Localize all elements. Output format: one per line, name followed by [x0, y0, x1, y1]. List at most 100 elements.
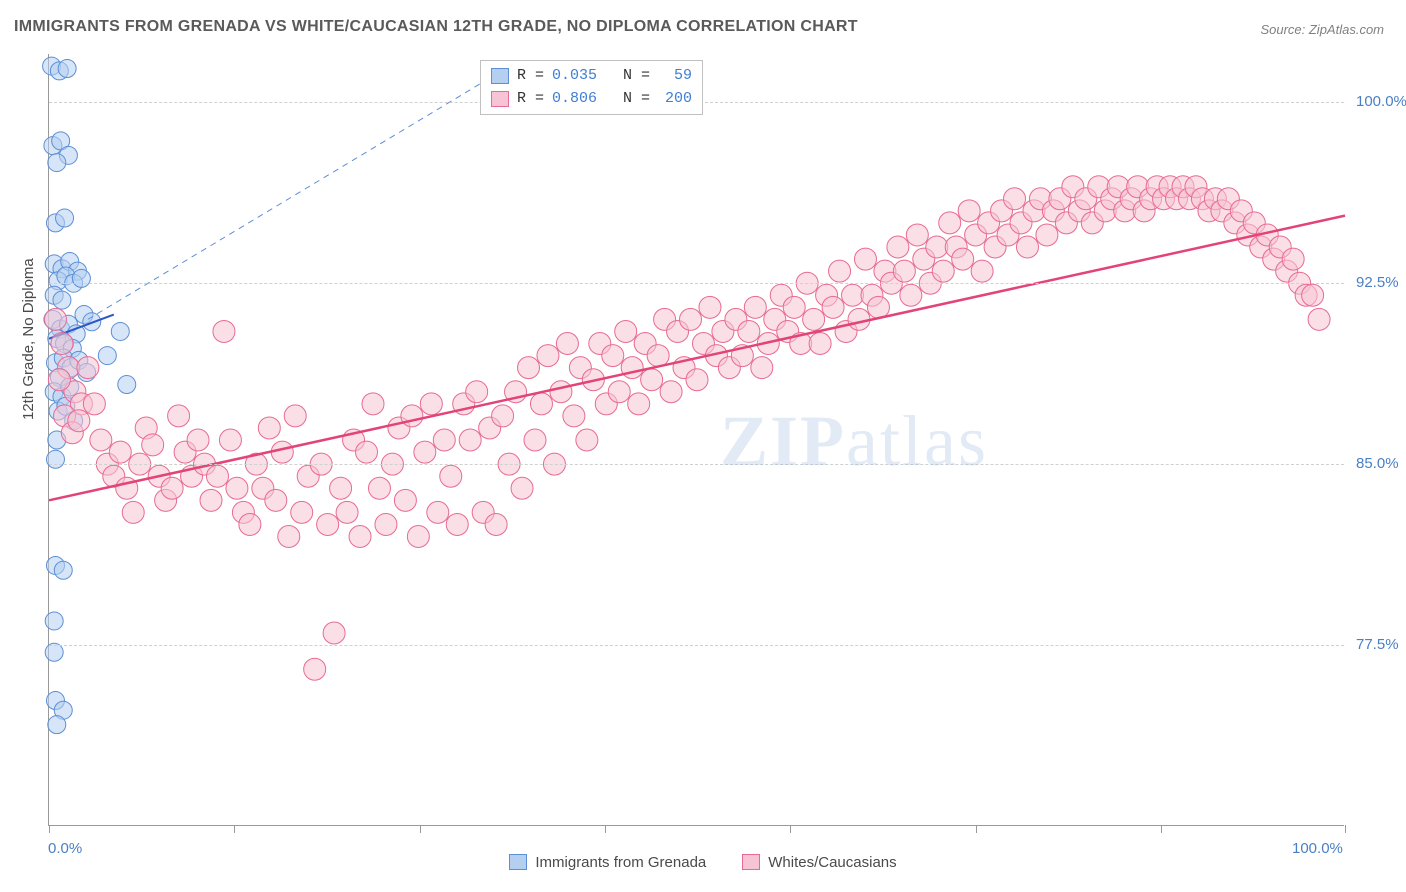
x-tick [1161, 825, 1162, 833]
scatter-svg [49, 54, 1344, 825]
data-point [284, 405, 306, 427]
data-point [1302, 284, 1324, 306]
data-point [118, 376, 136, 394]
data-point [46, 450, 64, 468]
legend-label: Whites/Caucasians [768, 854, 896, 871]
data-point [401, 405, 423, 427]
y-tick-label: 77.5% [1356, 636, 1399, 653]
data-point [803, 308, 825, 330]
data-point [576, 429, 598, 451]
x-tick [234, 825, 235, 833]
legend-label: Immigrants from Grenada [535, 854, 706, 871]
data-point [854, 248, 876, 270]
data-point [466, 381, 488, 403]
data-point [72, 269, 90, 287]
gridline [49, 645, 1344, 646]
data-point [226, 477, 248, 499]
data-point [200, 489, 222, 511]
data-point [336, 501, 358, 523]
data-point [440, 465, 462, 487]
data-point [530, 393, 552, 415]
data-point [822, 296, 844, 318]
data-point [829, 260, 851, 282]
legend-row: R = 0.806 N = 200 [491, 88, 692, 111]
data-point [187, 429, 209, 451]
data-point [887, 236, 909, 258]
data-point [686, 369, 708, 391]
data-point [958, 200, 980, 222]
data-point [109, 441, 131, 463]
x-tick [976, 825, 977, 833]
legend-swatch [742, 854, 760, 870]
series-legend: Immigrants from Grenada Whites/Caucasians [0, 854, 1406, 875]
data-point [809, 333, 831, 355]
data-point [1308, 308, 1330, 330]
y-tick-label: 92.5% [1356, 274, 1399, 291]
data-point [368, 477, 390, 499]
data-point [258, 417, 280, 439]
data-point [433, 429, 455, 451]
data-point [271, 441, 293, 463]
data-point [213, 320, 235, 342]
data-point [906, 224, 928, 246]
data-point [54, 561, 72, 579]
data-point [206, 465, 228, 487]
data-point [323, 622, 345, 644]
data-point [446, 513, 468, 535]
data-point [628, 393, 650, 415]
data-point [48, 716, 66, 734]
data-point [563, 405, 585, 427]
data-point [45, 612, 63, 630]
data-point [168, 405, 190, 427]
x-tick [790, 825, 791, 833]
data-point [48, 154, 66, 172]
data-point [602, 345, 624, 367]
data-point [53, 291, 71, 309]
data-point [407, 526, 429, 548]
data-point [122, 501, 144, 523]
data-point [621, 357, 643, 379]
data-point [304, 658, 326, 680]
data-point [459, 429, 481, 451]
data-point [349, 526, 371, 548]
data-point [932, 260, 954, 282]
data-point [511, 477, 533, 499]
data-point [971, 260, 993, 282]
data-point [56, 209, 74, 227]
data-point [926, 236, 948, 258]
data-point [738, 320, 760, 342]
data-point [744, 296, 766, 318]
data-point [939, 212, 961, 234]
data-point [492, 405, 514, 427]
data-point [641, 369, 663, 391]
data-point [900, 284, 922, 306]
data-point [394, 489, 416, 511]
legend-item: Whites/Caucasians [742, 854, 896, 871]
data-point [265, 489, 287, 511]
data-point [1036, 224, 1058, 246]
data-point [375, 513, 397, 535]
data-point [83, 393, 105, 415]
data-point [485, 513, 507, 535]
source-attribution: Source: ZipAtlas.com [1260, 22, 1384, 37]
data-point [239, 513, 261, 535]
correlation-legend: R = 0.035 N = 59R = 0.806 N = 200 [480, 60, 703, 115]
data-point [58, 59, 76, 77]
y-tick-label: 85.0% [1356, 455, 1399, 472]
data-point [842, 284, 864, 306]
data-point [647, 345, 669, 367]
gridline [49, 283, 1344, 284]
x-tick [49, 825, 50, 833]
data-point [68, 410, 90, 432]
legend-swatch [509, 854, 527, 870]
data-point [893, 260, 915, 282]
data-point [278, 526, 300, 548]
data-point [680, 308, 702, 330]
data-point [142, 434, 164, 456]
data-point [537, 345, 559, 367]
data-point [556, 333, 578, 355]
data-point [1282, 248, 1304, 270]
data-point [90, 429, 112, 451]
data-point [161, 477, 183, 499]
data-point [362, 393, 384, 415]
